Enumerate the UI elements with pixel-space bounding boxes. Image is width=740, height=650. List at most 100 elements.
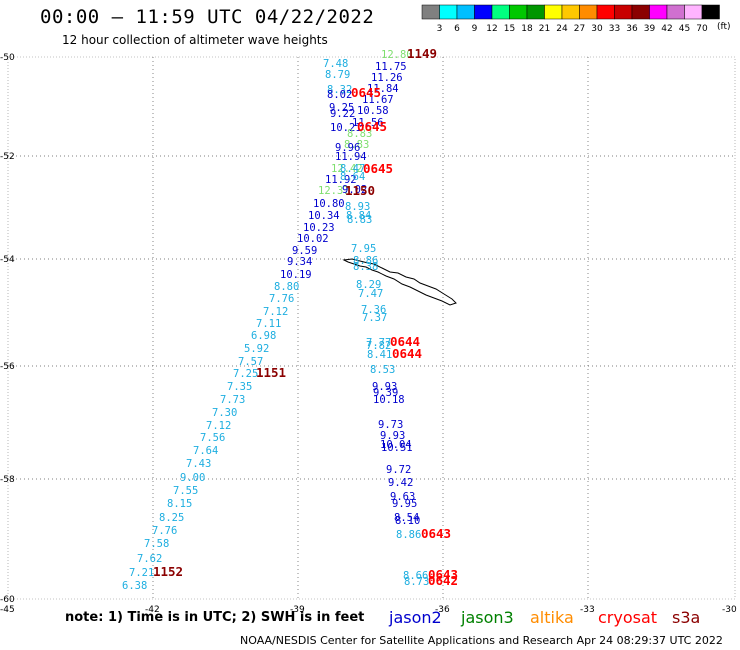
wave-height-value: 8.32: [327, 84, 352, 96]
wave-height-value: 9.42: [388, 477, 413, 489]
color-scale-label: 45: [679, 24, 690, 34]
color-scale-swatch: [666, 4, 685, 20]
color-scale-label: 70: [696, 24, 708, 34]
map-title: 00:00 – 11:59 UTC 04/22/2022: [40, 6, 375, 28]
wave-height-value: 8.02: [327, 89, 352, 101]
color-scale-swatch: [526, 4, 545, 20]
wave-height-value: 8.83: [344, 139, 369, 151]
wave-height-value: 6.98: [251, 330, 276, 342]
pass-time-label: 0643: [421, 526, 451, 541]
legend-s3a: s3a: [672, 608, 701, 627]
wave-height-value: 12.37: [318, 185, 350, 197]
latitude-label: -52: [0, 152, 15, 162]
wave-height-value: 8.66: [403, 570, 428, 582]
longitude-label: -33: [580, 605, 595, 615]
pass-time-label: 0645: [363, 161, 393, 176]
wave-height-value: 7.36: [361, 304, 386, 316]
pass-time-label: 1149: [407, 46, 437, 61]
wave-height-value: 7.43: [186, 458, 211, 470]
wave-height-value: 7.47: [358, 288, 383, 300]
wave-height-value: 11.26: [371, 72, 403, 84]
color-scale-swatch: [596, 4, 615, 20]
longitude-label: -42: [145, 605, 160, 615]
pass-time-label: 0645: [351, 85, 381, 100]
latitude-label: -54: [0, 255, 15, 265]
longitude-label: -30: [722, 605, 737, 615]
wave-height-value: 11.94: [335, 151, 367, 163]
latitude-label: -60: [0, 595, 15, 605]
wave-height-value: 8.84: [346, 210, 371, 222]
map-subtitle: 12 hour collection of altimeter wave hei…: [62, 33, 328, 47]
legend-jason3: jason3: [461, 608, 514, 627]
wave-height-value: 8.38: [353, 261, 378, 273]
wave-height-value: 10.19: [280, 269, 312, 281]
pass-time-label: 1150: [345, 183, 375, 198]
wave-height-value: 9.22: [330, 108, 355, 120]
wave-height-value: 11.75: [375, 61, 407, 73]
wave-height-value: 12.80: [381, 49, 413, 61]
wave-height-value: 10.34: [308, 210, 340, 222]
wave-height-value: 7.35: [227, 381, 252, 393]
wave-height-value: 10.04: [380, 439, 412, 451]
wave-height-value: 8.64: [340, 171, 365, 183]
color-scale-unit: (ft): [717, 22, 731, 32]
wave-height-value: 9.95: [392, 498, 417, 510]
wave-height-value: 7.58: [144, 538, 169, 550]
wave-height-value: 9.02: [342, 184, 367, 196]
wave-height-value: 9.72: [386, 464, 411, 476]
wave-height-value: 7.30: [212, 407, 237, 419]
color-scale-label: 3: [437, 24, 443, 34]
map-grid: [7, 56, 736, 600]
color-scale-label: 21: [539, 24, 550, 34]
longitude-label: -36: [435, 605, 450, 615]
wave-height-value: 7.82: [366, 340, 391, 352]
wave-height-value: 9.59: [292, 245, 317, 257]
wave-height-value: 8.47: [340, 163, 365, 175]
wave-height-value: 10.80: [313, 198, 345, 210]
wave-height-value: 8.29: [356, 279, 381, 291]
axis-labels: -50 -52 -54 -56 -58 -60-45 -42 -39 -36 -33 -30: [0, 53, 737, 615]
wave-height-value: 8.86: [396, 529, 421, 541]
wave-height-value: 7.55: [173, 485, 198, 497]
wave-height-value: 5.92: [244, 343, 269, 355]
color-scale-label: 9: [472, 24, 478, 34]
color-scale-label: 18: [521, 24, 533, 34]
pass-time-label: 0642: [428, 573, 458, 588]
pass-time-label: 1152: [153, 564, 183, 579]
legend-cryosat: cryosat: [598, 608, 658, 627]
color-scale-label: 36: [626, 24, 638, 34]
wave-height-value: 9.93: [372, 381, 397, 393]
color-scale-label: 15: [504, 24, 515, 34]
color-scale-swatch: [579, 4, 598, 20]
wave-height-value: 7.21: [129, 567, 154, 579]
color-scale-swatch: [701, 4, 720, 20]
wave-height-value: 8.10: [395, 515, 420, 527]
wave-height-value: 7.57: [238, 356, 263, 368]
pass-time-label: 0645: [357, 119, 387, 134]
latitude-label: -58: [0, 475, 15, 485]
wave-height-value: 9.73: [378, 419, 403, 431]
wave-height-value: 8.83: [347, 214, 372, 226]
wave-height-value: 9.63: [390, 491, 415, 503]
color-scale-label: 27: [574, 24, 585, 34]
wave-height-value: 9.00: [180, 472, 205, 484]
wave-height-value: 7.25: [233, 368, 258, 380]
color-scale-bar: 3 6 9 12 15 18 21 24 27 30 33 36 39 42 45 70: [421, 4, 720, 34]
wave-height-value: 11.56: [352, 117, 384, 129]
wave-height-value: 9.34: [287, 256, 312, 268]
color-scale-swatch: [491, 4, 510, 20]
color-scale-swatch: [474, 4, 493, 20]
wave-height-value: 10.51: [381, 442, 413, 454]
color-scale-label: 30: [591, 24, 603, 34]
color-scale-swatch: [614, 4, 633, 20]
longitude-label: -39: [290, 605, 305, 615]
wave-height-value: 7.48: [323, 58, 348, 70]
color-scale-swatch: [544, 4, 563, 20]
wave-height-value: 7.77: [366, 337, 391, 349]
latitude-label: -50: [0, 53, 15, 63]
color-scale-label: 24: [556, 24, 568, 34]
pass-time-label: 0644: [390, 334, 420, 349]
wave-height-value: 8.15: [167, 498, 192, 510]
wave-height-value: 10.18: [373, 394, 405, 406]
